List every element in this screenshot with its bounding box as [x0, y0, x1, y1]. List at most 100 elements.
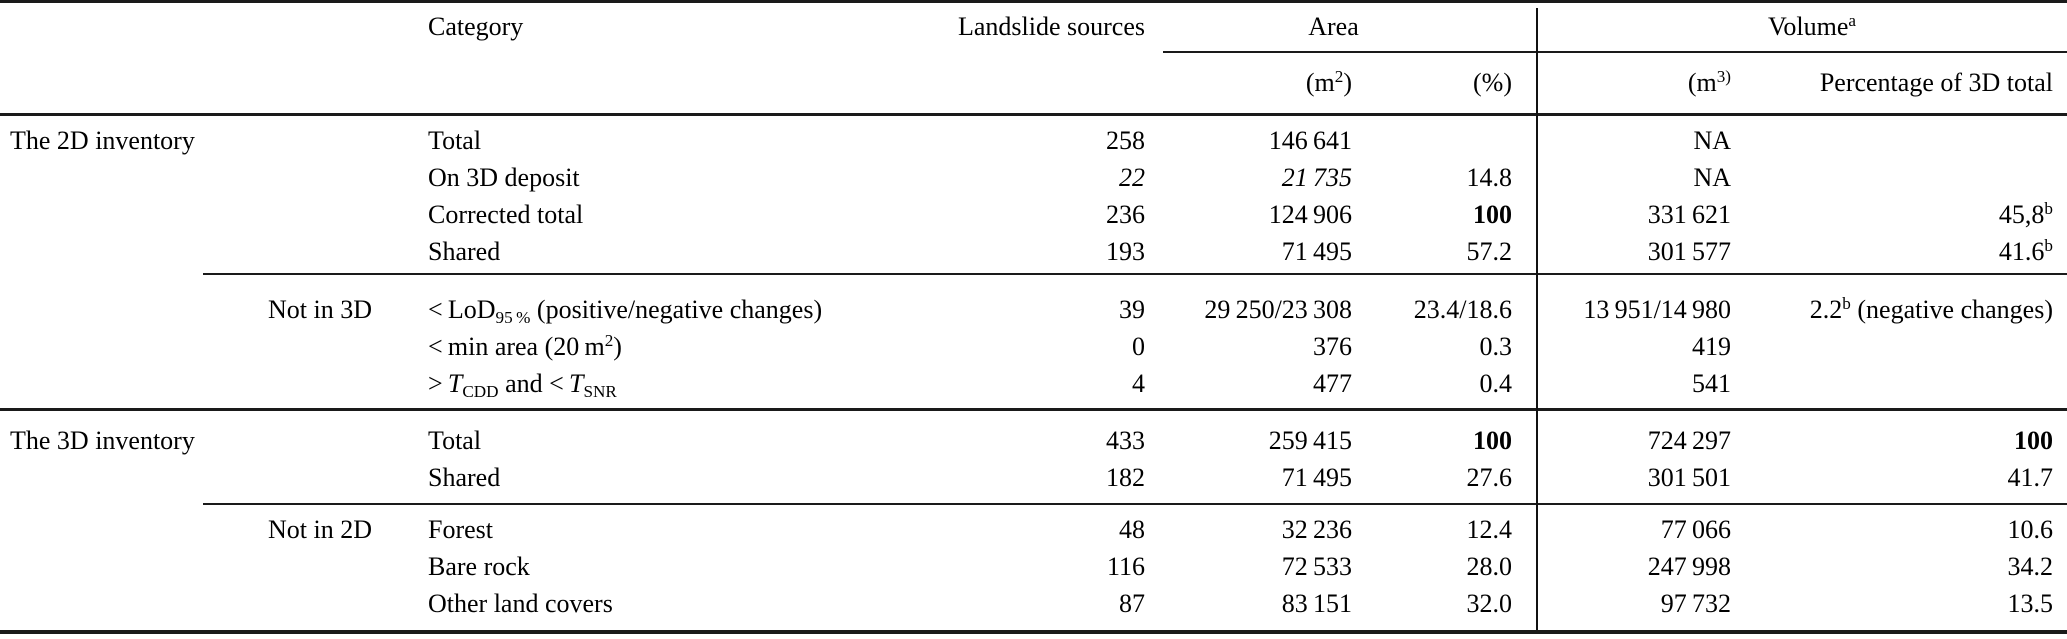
table-row: < min area (20 m2) 0 376 0.3 419 [0, 328, 2067, 365]
cell-volume-pct3d: 10.6 [2007, 515, 2054, 544]
cell-area-m2: 146 641 [1268, 126, 1352, 155]
cell-volume-m3: 724 297 [1647, 426, 1731, 455]
section-2d-inventory: The 2D inventory Total 258 146 641 NA On… [0, 116, 2067, 270]
table-top-rule [0, 0, 2067, 3]
cell-area-pct: 28.0 [1466, 552, 1513, 581]
cell-category: < min area (20 m2) [428, 330, 622, 361]
cell-volume-m3: 419 [1692, 332, 1731, 361]
cell-area-pct: 27.6 [1466, 463, 1513, 492]
cell-sources: 193 [1106, 237, 1145, 266]
cell-volume-pct3d: 41.6b [1998, 235, 2053, 266]
table-row: > TCDD and < TSNR 4 477 0.4 541 [0, 365, 2067, 402]
header-category: Category [428, 12, 524, 41]
cell-sources: 4 [1132, 369, 1145, 398]
section-divider-rule [0, 408, 2067, 411]
subsection-rule [203, 273, 2067, 275]
cell-area-m2: 71 495 [1281, 463, 1352, 492]
cell-area-pct: 23.4/18.6 [1413, 295, 1512, 324]
table-row: Not in 3D < LoD95 % (positive/negative c… [0, 291, 2067, 328]
cell-category: Total [428, 126, 482, 155]
cell-category: < LoD95 % (positive/negative changes) [428, 295, 823, 327]
header-volume-group: Volumea [1767, 10, 1857, 41]
section-not-in-3d: Not in 3D < LoD95 % (positive/negative c… [0, 275, 2067, 402]
cell-area-m2: 72 533 [1281, 552, 1352, 581]
cell-category: Bare rock [428, 552, 530, 581]
cell-volume-m3: 301 501 [1647, 463, 1731, 492]
cell-area-m2: 29 250/23 308 [1204, 295, 1352, 324]
header-volume-m3: (m3) [1687, 66, 1731, 97]
cell-volume-m3: 541 [1692, 369, 1731, 398]
cell-area-pct: 32.0 [1466, 589, 1513, 618]
cell-volume-pct3d: 100 [2014, 426, 2053, 455]
table-bottom-rule [0, 630, 2067, 634]
cell-area-pct: 100 [1473, 426, 1512, 455]
cell-volume-m3: 97 732 [1660, 589, 1731, 618]
header-area-pct: (%) [1473, 68, 1512, 97]
header-area-m2: (m2) [1305, 66, 1352, 97]
cell-area-pct: 0.3 [1479, 332, 1513, 361]
header-row-groups: Category Landslide sources Area Volumea [0, 3, 2067, 51]
cell-area-m2: 21 735 [1281, 163, 1352, 192]
cell-area-m2: 32 236 [1281, 515, 1352, 544]
cell-category: > TCDD and < TSNR [428, 369, 617, 401]
cell-sources: 236 [1106, 200, 1145, 229]
cell-area-pct: 12.4 [1466, 515, 1513, 544]
subsection-rule [203, 503, 2067, 505]
cell-volume-pct3d: 45,8b [1998, 198, 2053, 229]
cell-sources: 48 [1119, 515, 1145, 544]
subgroup-label: Not in 2D [268, 515, 372, 544]
cell-volume-m3: NA [1693, 126, 1731, 155]
cell-area-pct: 100 [1473, 200, 1512, 229]
table-row: Shared 182 71 495 27.6 301 501 41.7 [0, 459, 2067, 496]
section-not-in-2d: Not in 2D Forest 48 32 236 12.4 77 066 1… [0, 505, 2067, 622]
group-label: The 2D inventory [10, 126, 195, 155]
table-row: The 2D inventory Total 258 146 641 NA [0, 122, 2067, 159]
header-area-group: Area [1308, 12, 1359, 41]
cell-area-m2: 376 [1313, 332, 1352, 361]
cell-sources: 182 [1106, 463, 1145, 492]
header-row-units: (m2) (%) (m3) Percentage of 3D total [0, 53, 2067, 113]
header-group-underline-rule [1163, 51, 2067, 53]
cell-sources: 433 [1106, 426, 1145, 455]
cell-area-pct: 57.2 [1466, 237, 1513, 266]
cell-volume-pct3d: 34.2 [2007, 552, 2054, 581]
cell-volume-m3: 13 951/14 980 [1583, 295, 1731, 324]
subgroup-label: Not in 3D [268, 295, 372, 324]
cell-volume-m3: 301 577 [1647, 237, 1731, 266]
table-row: Corrected total 236 124 906 100 331 621 … [0, 196, 2067, 233]
cell-area-pct: 14.8 [1466, 163, 1513, 192]
cell-volume-m3: NA [1693, 163, 1731, 192]
cell-sources: 258 [1106, 126, 1145, 155]
table-row: Other land covers 87 83 151 32.0 97 732 … [0, 585, 2067, 622]
table-row: Bare rock 116 72 533 28.0 247 998 34.2 [0, 548, 2067, 585]
cell-sources: 0 [1132, 332, 1145, 361]
header-landslide-sources: Landslide sources [957, 12, 1145, 41]
cell-area-m2: 124 906 [1268, 200, 1352, 229]
cell-area-m2: 71 495 [1281, 237, 1352, 266]
table-row: On 3D deposit 22 21 735 14.8 NA [0, 159, 2067, 196]
cell-category: Corrected total [428, 200, 584, 229]
cell-sources: 39 [1119, 295, 1145, 324]
area-volume-divider-line [1536, 8, 1538, 630]
cell-category: On 3D deposit [428, 163, 580, 192]
cell-area-m2: 477 [1313, 369, 1352, 398]
cell-area-m2: 83 151 [1281, 589, 1352, 618]
table-row: The 3D inventory Total 433 259 415 100 7… [0, 422, 2067, 459]
cell-volume-pct3d: 41.7 [2007, 463, 2054, 492]
cell-sources: 116 [1106, 552, 1145, 581]
cell-volume-pct3d: 2.2b (negative changes) [1809, 293, 2053, 324]
cell-volume-m3: 331 621 [1647, 200, 1731, 229]
cell-category: Shared [428, 237, 501, 266]
header-body-rule [0, 113, 2067, 116]
cell-volume-m3: 247 998 [1647, 552, 1731, 581]
table-row: Shared 193 71 495 57.2 301 577 41.6b [0, 233, 2067, 270]
cell-area-pct: 0.4 [1479, 369, 1513, 398]
cell-category: Total [428, 426, 482, 455]
group-label: The 3D inventory [10, 426, 195, 455]
cell-sources: 22 [1119, 163, 1145, 192]
cell-category: Other land covers [428, 589, 613, 618]
cell-category: Forest [428, 515, 493, 544]
section-3d-inventory: The 3D inventory Total 433 259 415 100 7… [0, 411, 2067, 496]
cell-volume-pct3d: 13.5 [2007, 589, 2054, 618]
